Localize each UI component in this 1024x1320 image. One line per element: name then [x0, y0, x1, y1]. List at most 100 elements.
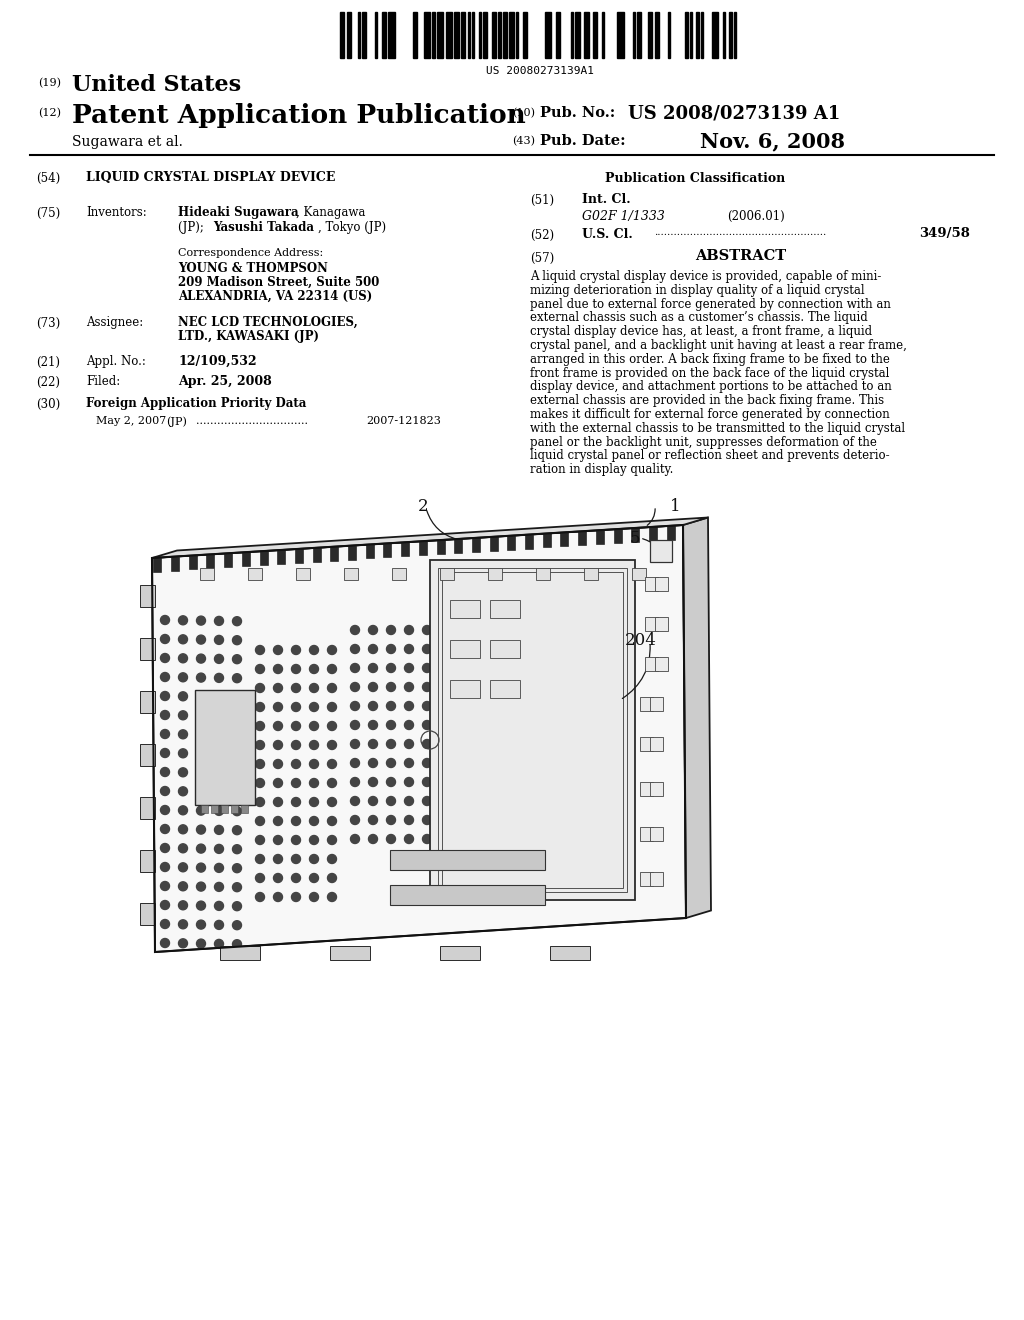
- Circle shape: [404, 816, 414, 825]
- Bar: [455, 12, 459, 58]
- Circle shape: [178, 863, 187, 871]
- Circle shape: [232, 768, 242, 777]
- Circle shape: [309, 892, 318, 902]
- Circle shape: [404, 834, 414, 843]
- Circle shape: [292, 874, 300, 883]
- Bar: [330, 946, 370, 960]
- Bar: [560, 532, 568, 546]
- Bar: [442, 572, 623, 888]
- Text: ................................: ................................: [196, 416, 308, 426]
- Bar: [685, 12, 687, 58]
- Circle shape: [309, 645, 318, 655]
- Circle shape: [232, 883, 242, 892]
- Circle shape: [350, 834, 359, 843]
- Bar: [640, 697, 653, 711]
- Text: crystal display device has, at least, a front frame, a liquid: crystal display device has, at least, a …: [530, 325, 872, 338]
- Circle shape: [350, 816, 359, 825]
- Circle shape: [232, 902, 242, 911]
- Bar: [362, 12, 367, 58]
- Text: (43): (43): [512, 136, 535, 147]
- Circle shape: [273, 741, 283, 750]
- Circle shape: [350, 777, 359, 787]
- Circle shape: [292, 664, 300, 673]
- Circle shape: [232, 807, 242, 816]
- Circle shape: [350, 701, 359, 710]
- Bar: [700, 12, 703, 58]
- Bar: [492, 12, 497, 58]
- Circle shape: [197, 655, 206, 663]
- Circle shape: [404, 796, 414, 805]
- Bar: [461, 12, 465, 58]
- Circle shape: [273, 797, 283, 807]
- Circle shape: [197, 807, 206, 814]
- Circle shape: [309, 817, 318, 825]
- Circle shape: [350, 739, 359, 748]
- Bar: [522, 12, 527, 58]
- Text: US 2008/0273139 A1: US 2008/0273139 A1: [628, 104, 841, 121]
- Circle shape: [328, 797, 337, 807]
- Circle shape: [197, 843, 206, 853]
- Text: 5: 5: [630, 531, 640, 546]
- Circle shape: [350, 644, 359, 653]
- Bar: [438, 568, 627, 892]
- Bar: [450, 640, 480, 657]
- Text: Assignee:: Assignee:: [86, 315, 143, 329]
- Circle shape: [161, 843, 170, 853]
- Bar: [375, 12, 378, 58]
- Bar: [488, 568, 502, 579]
- Circle shape: [214, 730, 223, 739]
- Circle shape: [328, 874, 337, 883]
- Bar: [348, 545, 356, 560]
- Circle shape: [328, 817, 337, 825]
- Circle shape: [232, 616, 242, 626]
- Circle shape: [350, 626, 359, 635]
- Bar: [340, 12, 344, 58]
- Text: Apr. 25, 2008: Apr. 25, 2008: [178, 375, 271, 388]
- Circle shape: [328, 854, 337, 863]
- Bar: [241, 805, 248, 813]
- Polygon shape: [152, 517, 708, 558]
- Circle shape: [292, 759, 300, 768]
- Circle shape: [161, 900, 170, 909]
- Bar: [140, 690, 155, 713]
- Text: display device, and attachment portions to be attached to an: display device, and attachment portions …: [530, 380, 892, 393]
- Circle shape: [423, 682, 431, 692]
- Circle shape: [369, 796, 378, 805]
- Bar: [419, 541, 427, 556]
- Circle shape: [404, 759, 414, 767]
- Text: Inventors:: Inventors:: [86, 206, 146, 219]
- Bar: [445, 12, 453, 58]
- Circle shape: [232, 731, 242, 739]
- Circle shape: [309, 684, 318, 693]
- Circle shape: [161, 920, 170, 928]
- Circle shape: [369, 816, 378, 825]
- Text: (12): (12): [38, 108, 61, 119]
- Bar: [278, 550, 286, 564]
- Bar: [220, 946, 260, 960]
- Circle shape: [214, 673, 223, 682]
- Bar: [346, 12, 351, 58]
- Circle shape: [232, 863, 242, 873]
- Circle shape: [386, 644, 395, 653]
- Circle shape: [161, 805, 170, 814]
- Text: (10): (10): [512, 108, 535, 119]
- Circle shape: [423, 721, 431, 730]
- Circle shape: [423, 834, 431, 843]
- Bar: [655, 657, 668, 671]
- Text: YOUNG & THOMPSON: YOUNG & THOMPSON: [178, 261, 328, 275]
- Circle shape: [273, 892, 283, 902]
- Circle shape: [178, 710, 187, 719]
- Circle shape: [256, 817, 264, 825]
- Circle shape: [292, 779, 300, 788]
- Text: 12/109,532: 12/109,532: [178, 355, 257, 368]
- Circle shape: [178, 768, 187, 776]
- Bar: [648, 12, 652, 58]
- Circle shape: [197, 673, 206, 682]
- Bar: [509, 12, 514, 58]
- Circle shape: [197, 920, 206, 929]
- Bar: [668, 12, 670, 58]
- Circle shape: [423, 777, 431, 787]
- Text: (19): (19): [38, 78, 61, 88]
- Text: with the external chassis to be transmitted to the liquid crystal: with the external chassis to be transmit…: [530, 422, 905, 434]
- Circle shape: [423, 816, 431, 825]
